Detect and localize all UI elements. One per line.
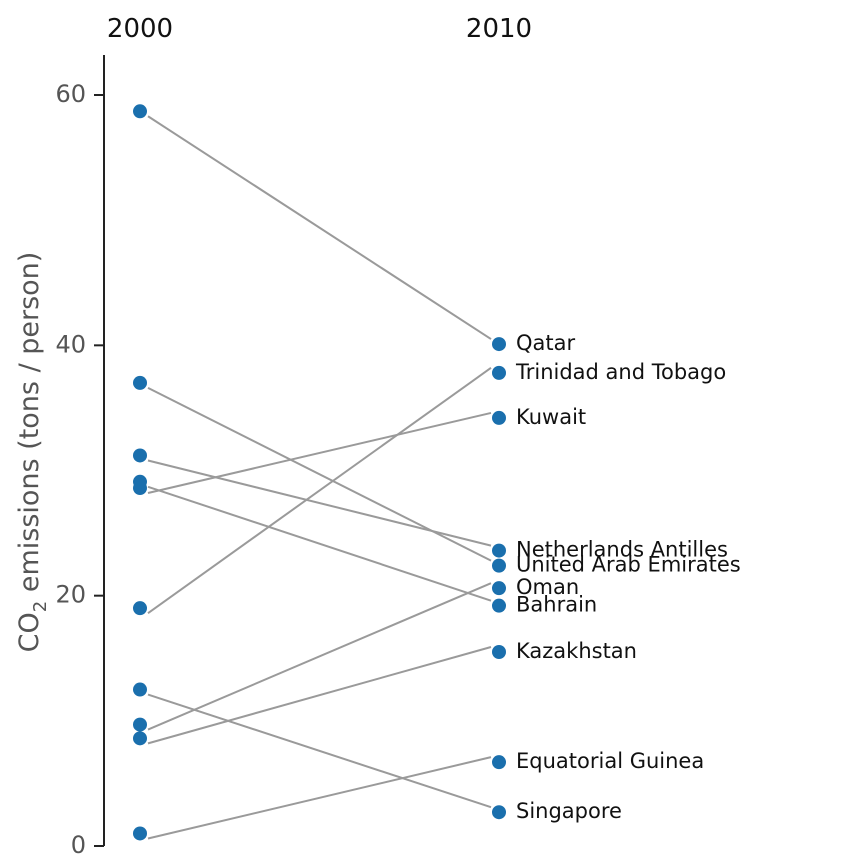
point-2000-qatar [133,104,147,119]
point-2000-kazakhstan [133,731,147,746]
y-axis-label-subscript: 2 [30,601,51,612]
point-2010-qatar [492,337,506,352]
slope-lines [147,115,492,840]
y-tick-label-40: 40 [55,330,86,358]
y-tick-label-60: 60 [55,80,86,108]
country-label-netherlands-antilles: Netherlands Antilles [516,538,728,562]
country-label-bahrain: Bahrain [516,593,597,617]
point-2000-oman [133,717,147,732]
country-label-united-arab-emirates: United Arab Emirates [516,553,741,577]
y-axis-ticks: 0 20 40 60 [55,80,104,859]
point-2000-trinidad-and-tobago [133,601,147,616]
slope-line-bahrain [147,485,492,602]
point-2010-kuwait [492,410,506,425]
point-2000-equatorial-guinea [133,826,147,841]
point-2010-equatorial-guinea [492,755,506,770]
point-2000-united-arab-emirates [133,375,147,390]
y-tick-label-0: 0 [71,831,86,859]
point-2010-netherlands-antilles [492,543,506,558]
country-labels: Qatar Trinidad and Tobago Kuwait Netherland… [515,331,741,823]
y-axis-label: CO2 emissions (tons / person) [14,252,51,653]
country-label-qatar: Qatar [516,331,576,355]
country-label-trinidad-and-tobago: Trinidad and Tobago [515,360,726,384]
point-2000-bahrain [133,474,147,489]
column-label-2000: 2000 [107,14,173,44]
slope-line-united-arab-emirates [147,386,492,562]
point-2000-netherlands-antilles [133,448,147,463]
point-2000-singapore [133,682,147,697]
y-axis-label-suffix: emissions (tons / person) [14,252,45,601]
column-label-2010: 2010 [466,14,532,44]
y-tick-label-20: 20 [55,581,86,609]
slope-line-kazakhstan [147,646,492,745]
country-label-equatorial-guinea: Equatorial Guinea [516,749,704,773]
y-axis-label-prefix: CO [14,612,45,652]
country-label-kuwait: Kuwait [516,405,586,429]
point-2010-kazakhstan [492,644,506,659]
country-label-singapore: Singapore [516,799,622,823]
country-label-oman: Oman [516,575,579,599]
point-2010-singapore [492,805,506,820]
data-points [133,104,506,841]
slope-line-trinidad-and-tobago [147,367,492,614]
point-2010-united-arab-emirates [492,558,506,573]
country-label-kazakhstan: Kazakhstan [516,639,637,663]
slope-line-kuwait [147,411,492,494]
slope-line-oman [147,582,492,731]
point-2010-bahrain [492,598,506,613]
slope-line-qatar [147,115,492,340]
slope-line-equatorial-guinea [147,756,492,840]
point-2010-oman [492,581,506,596]
slope-line-singapore [147,693,492,809]
point-2010-trinidad-and-tobago [492,365,506,380]
